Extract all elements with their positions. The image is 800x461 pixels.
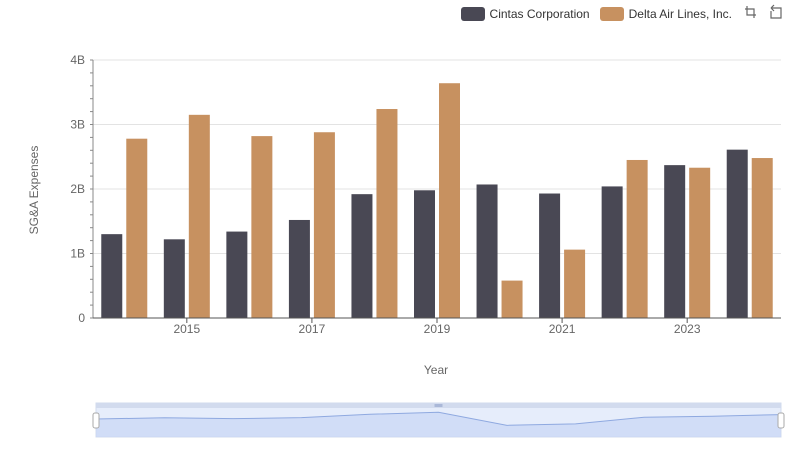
bar <box>226 231 248 318</box>
bar <box>601 186 623 318</box>
bar <box>188 114 210 318</box>
zoom-line <box>95 411 782 426</box>
bar <box>126 138 148 318</box>
y-tick-label: 4B <box>70 53 85 67</box>
bar <box>351 194 373 318</box>
legend-label-cintas: Cintas Corporation <box>489 6 590 21</box>
x-tick-label: 2015 <box>173 322 200 336</box>
x-tick-label: 2023 <box>674 322 701 336</box>
legend: Cintas Corporation Delta Air Lines, Inc. <box>460 4 784 23</box>
bar <box>664 165 686 318</box>
y-tick-label: 2B <box>70 182 85 196</box>
bar <box>726 149 748 318</box>
bar <box>751 158 773 318</box>
zoom-icon[interactable] <box>742 4 758 23</box>
bar <box>539 193 561 318</box>
legend-swatch-delta <box>599 6 624 21</box>
bar <box>414 190 435 318</box>
bar <box>564 249 586 318</box>
x-tick-label: 2021 <box>549 322 576 336</box>
bar <box>476 184 498 318</box>
legend-label-delta: Delta Air Lines, Inc. <box>628 6 732 21</box>
bar <box>251 136 273 318</box>
bar <box>501 280 523 318</box>
bar <box>313 132 335 318</box>
y-tick-label: 3B <box>70 118 85 132</box>
y-axis-title: SG&A Expenses <box>27 145 41 235</box>
restore-icon[interactable] <box>768 4 784 23</box>
legend-swatch-cintas <box>460 6 485 21</box>
bar <box>439 83 460 318</box>
zoom-handle-right[interactable] <box>777 412 785 429</box>
x-tick-label: 2019 <box>424 322 451 336</box>
bar <box>101 234 123 318</box>
zoom-drag-grip <box>434 404 443 407</box>
bar <box>376 109 398 319</box>
legend-item-cintas[interactable]: Cintas Corporation <box>460 6 590 21</box>
zoom-handle-left[interactable] <box>92 412 100 429</box>
bar <box>689 167 711 318</box>
bar <box>163 239 185 318</box>
bar <box>626 159 648 318</box>
x-axis-title: Year <box>423 363 449 377</box>
bar <box>288 219 310 318</box>
legend-item-delta[interactable]: Delta Air Lines, Inc. <box>599 6 732 21</box>
y-tick-label: 1B <box>70 247 85 261</box>
x-tick-label: 2017 <box>299 322 326 336</box>
y-tick-label: 0 <box>78 311 85 325</box>
